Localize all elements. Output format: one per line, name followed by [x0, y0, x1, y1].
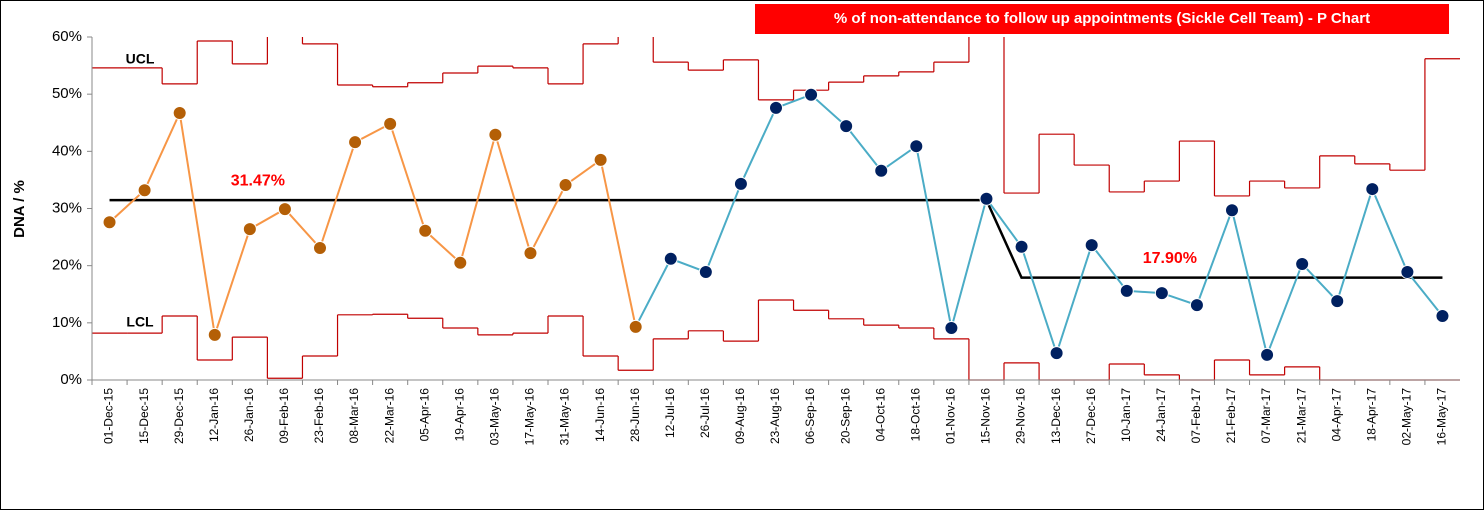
- data-point: [418, 223, 433, 238]
- data-point: [1295, 256, 1310, 271]
- data-point: [523, 246, 538, 261]
- data-point: [1084, 238, 1099, 253]
- data-point: [628, 319, 643, 334]
- data-point: [488, 127, 503, 142]
- center-label: 17.90%: [1143, 250, 1197, 267]
- x-tick-label: 27-Dec-16: [1084, 388, 1098, 444]
- x-tick-label: 21-Mar-17: [1294, 388, 1308, 444]
- x-tick-label: 14-Jun-16: [593, 388, 607, 442]
- data-point: [698, 264, 713, 279]
- x-tick-label: 09-Aug-16: [733, 388, 747, 444]
- x-tick-label: 31-May-16: [558, 388, 572, 446]
- x-tick-label: 07-Mar-17: [1259, 388, 1273, 444]
- x-tick-label: 09-Feb-16: [277, 388, 291, 444]
- x-tick-label: 04-Apr-17: [1329, 388, 1343, 442]
- data-point: [383, 116, 398, 131]
- y-tick-label: 60%: [52, 28, 82, 45]
- y-tick-label: 10%: [52, 314, 82, 331]
- y-axis-label: DNA / %: [11, 180, 28, 238]
- x-tick-label: 24-Jan-17: [1154, 388, 1168, 442]
- data-point: [453, 255, 468, 270]
- x-tick-label: 18-Apr-17: [1364, 388, 1378, 442]
- data-point: [242, 222, 257, 237]
- data-point: [277, 202, 292, 217]
- data-point: [733, 176, 748, 191]
- ucl-label: UCL: [126, 51, 155, 67]
- x-tick-label: 16-May-17: [1435, 388, 1449, 446]
- title-box: [755, 4, 1449, 34]
- x-tick-label: 26-Jan-16: [242, 388, 256, 442]
- data-point: [1119, 283, 1134, 298]
- lcl-label: LCL: [126, 314, 154, 330]
- x-tick-label: 08-Mar-16: [347, 388, 361, 444]
- x-tick-label: 15-Dec-15: [137, 388, 151, 444]
- x-tick-label: 18-Oct-16: [908, 388, 922, 442]
- y-tick-label: 30%: [52, 199, 82, 216]
- data-point: [1330, 294, 1345, 309]
- data-point: [874, 163, 889, 178]
- x-tick-label: 01-Nov-16: [944, 388, 958, 444]
- x-tick-label: 17-May-16: [523, 388, 537, 446]
- x-tick-label: 21-Feb-17: [1224, 388, 1238, 444]
- y-tick-label: 50%: [52, 85, 82, 102]
- center-line: [109, 198, 1443, 279]
- data-point: [558, 178, 573, 193]
- x-tick-label: 12-Jan-16: [207, 388, 221, 442]
- data-point: [1435, 308, 1450, 323]
- series-line: [634, 93, 1444, 359]
- data-point: [137, 183, 152, 198]
- data-point: [839, 119, 854, 134]
- data-point: [348, 135, 363, 150]
- series-line: [108, 109, 637, 336]
- x-tick-label: 23-Feb-16: [312, 388, 326, 444]
- data-point: [1400, 264, 1415, 279]
- x-tick-label: 19-Apr-16: [452, 388, 466, 442]
- data-point: [1260, 347, 1275, 362]
- data-point: [979, 191, 994, 206]
- data-point: [1154, 286, 1169, 301]
- x-tick-label: 04-Oct-16: [873, 388, 887, 442]
- data-point: [593, 152, 608, 167]
- y-tick-label: 20%: [52, 257, 82, 274]
- x-tick-label: 20-Sep-16: [838, 388, 852, 444]
- x-tick-label: 02-May-17: [1400, 388, 1414, 446]
- x-tick-label: 03-May-16: [488, 388, 502, 446]
- data-point: [102, 215, 117, 230]
- data-point: [1225, 203, 1239, 218]
- data-point: [769, 100, 783, 115]
- data-point: [944, 320, 959, 335]
- x-tick-label: 05-Apr-16: [417, 388, 431, 442]
- data-point: [207, 327, 222, 342]
- x-tick-label: 07-Feb-17: [1189, 388, 1203, 444]
- data-point: [313, 240, 327, 255]
- x-tick-label: 28-Jun-16: [628, 388, 642, 442]
- data-point: [172, 106, 187, 121]
- x-tick-label: 22-Mar-16: [382, 388, 396, 444]
- data-point: [1189, 298, 1204, 313]
- data-point: [1365, 182, 1380, 197]
- x-tick-label: 23-Aug-16: [768, 388, 782, 444]
- data-point: [1014, 239, 1029, 254]
- x-tick-label: 12-Jul-16: [663, 388, 677, 438]
- x-tick-label: 10-Jan-17: [1119, 388, 1133, 442]
- center-label: 31.47%: [231, 172, 285, 189]
- chart-title: % of non-attendance to follow up appoint…: [834, 10, 1370, 27]
- x-tick-label: 29-Nov-16: [1014, 388, 1028, 444]
- x-tick-label: 26-Jul-16: [698, 388, 712, 438]
- x-tick-label: 13-Dec-16: [1049, 388, 1063, 444]
- x-tick-label: 29-Dec-15: [172, 388, 186, 444]
- data-point: [804, 87, 819, 102]
- data-point: [1049, 346, 1064, 361]
- data-point: [909, 139, 924, 154]
- x-tick-label: 06-Sep-16: [803, 388, 817, 444]
- y-tick-label: 40%: [52, 142, 82, 159]
- data-point: [663, 251, 678, 266]
- y-tick-label: 0%: [60, 371, 82, 388]
- x-tick-label: 15-Nov-16: [979, 388, 993, 444]
- x-tick-label: 01-Dec-15: [102, 388, 116, 444]
